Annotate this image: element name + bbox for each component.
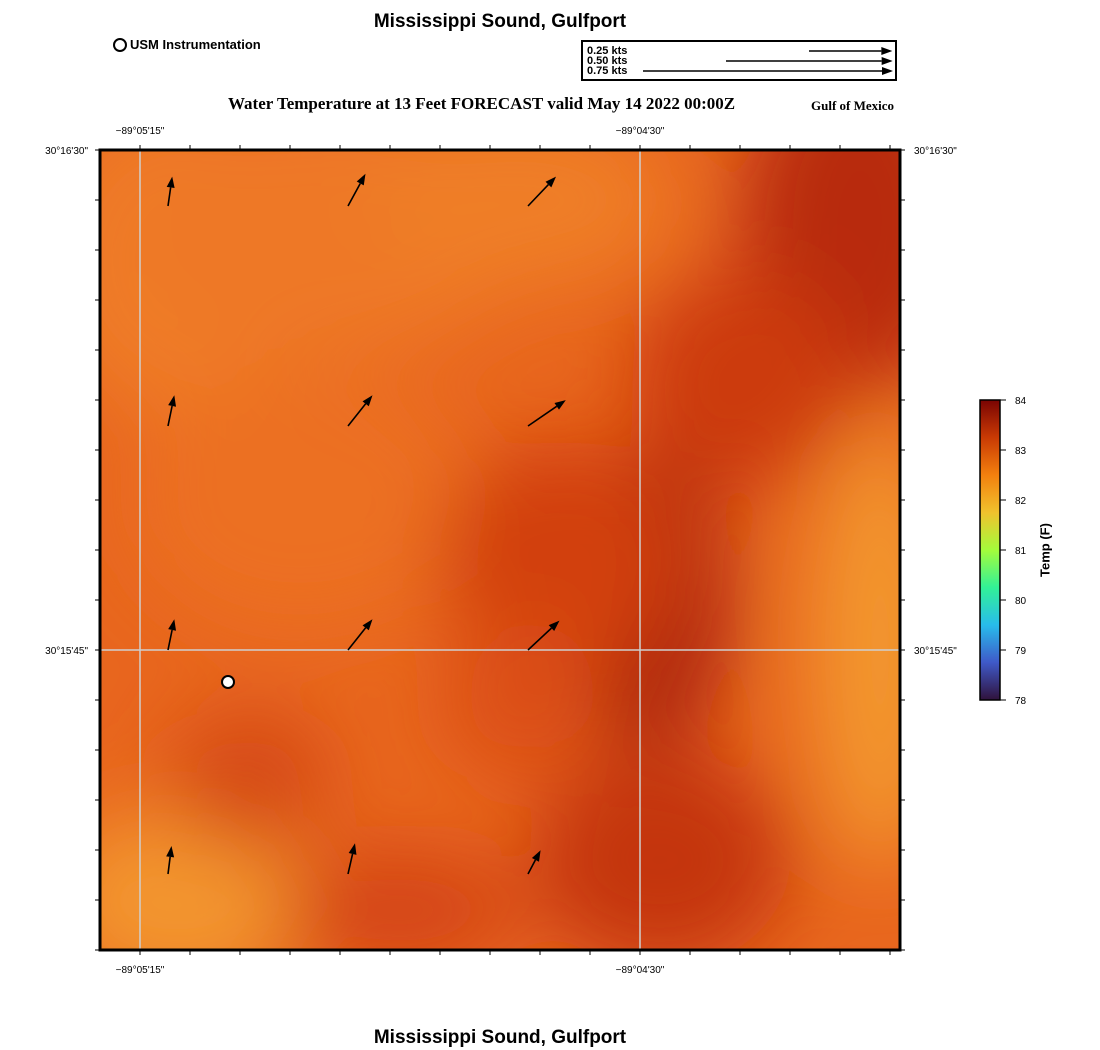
arrow-shaft <box>167 856 171 875</box>
lat-label-right: 30°16'30" <box>914 146 957 157</box>
coordinate-labels: −89°05'15" −89°05'15" −89°04'30" −89°04'30"… <box>45 126 957 976</box>
current-arrow-icon <box>167 619 177 651</box>
current-vectors <box>166 173 566 875</box>
scale-arrow-icon <box>643 66 895 76</box>
current-arrow-icon <box>166 176 175 207</box>
map-subtitle: Water Temperature at 13 Feet FORECAST va… <box>228 94 736 113</box>
arrow-shaft <box>347 853 354 875</box>
arrow-head <box>548 620 560 632</box>
lat-label-left: 30°15'45" <box>45 646 88 657</box>
arrow-head <box>882 67 893 75</box>
arrow-head <box>531 850 541 862</box>
colorbar-tick-label: 78 <box>1015 696 1027 707</box>
lon-label-bottom: −89°05'15" <box>116 965 165 976</box>
colorbar-tick-label: 84 <box>1015 396 1027 407</box>
colorbar-ramp <box>979 399 1001 701</box>
lon-label-top: −89°04'30" <box>616 126 665 137</box>
lon-label-top: −89°05'15" <box>116 126 165 137</box>
station-marker-icon <box>113 37 127 52</box>
current-arrow-icon <box>527 400 566 427</box>
lat-label-left: 30°16'30" <box>45 146 88 157</box>
lon-label-bottom: −89°04'30" <box>616 965 665 976</box>
arrow-shaft <box>347 403 367 427</box>
arrow-head <box>554 400 566 410</box>
arrow-shaft <box>347 183 361 207</box>
scale-arrow-icon <box>809 46 895 56</box>
current-arrow-icon <box>347 395 373 427</box>
arrow-head <box>545 176 556 188</box>
arrow-head <box>168 619 177 631</box>
scale-arrow <box>643 67 893 75</box>
arrow-head <box>362 619 373 631</box>
colorbar-tick-label: 79 <box>1015 646 1027 657</box>
current-arrow-icon <box>166 846 175 875</box>
arrow-shaft <box>347 627 367 651</box>
arrow-shaft <box>527 184 549 207</box>
station-legend-label: USM Instrumentation <box>130 37 261 52</box>
scale-label-1: 0.25 kts <box>587 45 628 57</box>
current-vector-scale: 0.25 kts 0.50 kts 0.75 kts <box>581 40 897 81</box>
arrow-head <box>362 395 373 407</box>
current-arrow-icon <box>527 620 560 651</box>
arrow-shaft <box>167 629 173 651</box>
arrow-shaft <box>167 405 173 427</box>
page-title: Mississippi Sound, Gulfport <box>373 11 627 32</box>
scale-label-2: 0.50 kts <box>587 55 628 67</box>
arrow-head <box>881 57 893 65</box>
current-arrow-icon <box>527 176 556 207</box>
station-marker <box>221 675 235 689</box>
scale-arrow <box>809 47 893 55</box>
arrow-head <box>168 395 177 407</box>
colorbar-tick-label: 81 <box>1015 546 1027 557</box>
scale-arrow-icon <box>726 56 895 66</box>
page-footer-title: Mississippi Sound, Gulfport <box>373 1027 627 1048</box>
current-arrow-icon <box>347 843 357 875</box>
arrow-head <box>356 173 366 186</box>
scale-arrow <box>726 57 893 65</box>
arrow-shaft <box>167 187 172 207</box>
scale-arrow-svg <box>643 67 893 75</box>
arrow-shaft <box>527 627 553 651</box>
arrow-shaft <box>527 859 537 875</box>
scale-arrow-svg <box>726 57 893 65</box>
current-arrow-icon <box>347 619 373 651</box>
colorbar-tick-label: 80 <box>1015 596 1027 607</box>
station-legend: USM Instrumentation <box>113 37 261 52</box>
colorbar-label: Temp (F) <box>1037 523 1053 577</box>
colorbar-tick-label: 83 <box>1015 446 1027 457</box>
graticule <box>100 150 900 950</box>
scale-arrow-svg <box>809 47 893 55</box>
frame-ticks <box>95 145 905 955</box>
scale-label-3: 0.75 kts <box>587 65 628 77</box>
station-layer <box>221 675 235 689</box>
temperature-field <box>100 150 900 950</box>
current-arrow-icon <box>527 850 541 875</box>
arrow-head <box>881 47 893 55</box>
colorbar-tick-label: 82 <box>1015 496 1027 507</box>
arrow-head <box>166 176 175 189</box>
arrow-head <box>348 843 357 855</box>
region-label: Gulf of Mexico <box>811 98 895 113</box>
current-arrow-icon <box>167 395 177 427</box>
temperature-colorbar: 78 79 80 81 82 83 84 <box>979 396 1027 707</box>
arrow-shaft <box>527 405 558 427</box>
current-arrow-icon <box>347 173 366 207</box>
arrow-head <box>166 846 175 858</box>
lat-label-right: 30°15'45" <box>914 646 957 657</box>
